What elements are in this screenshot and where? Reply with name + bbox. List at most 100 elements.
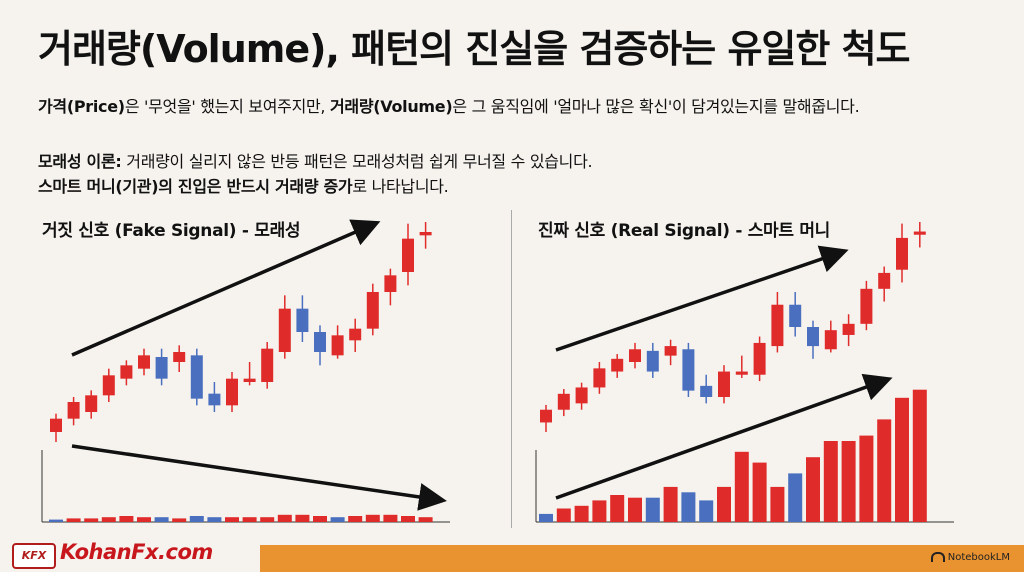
real-signal-chart xyxy=(535,222,954,523)
candle-body xyxy=(789,304,802,327)
candle-body xyxy=(629,349,641,362)
volume-bar xyxy=(119,516,134,522)
volume-bar xyxy=(717,486,731,522)
candle-body xyxy=(138,355,150,369)
volume-bar xyxy=(365,514,380,522)
volume-bar xyxy=(592,500,607,522)
volume-bar xyxy=(101,517,116,522)
page-title: 거래량(Volume), 패턴의 진실을 검증하는 유일한 척도 xyxy=(38,27,910,71)
candle-body xyxy=(896,237,908,270)
theory-label: 모래성 이론: xyxy=(38,152,122,171)
candle-body xyxy=(540,409,552,423)
volume-trend-arrow xyxy=(555,373,893,500)
candle-body xyxy=(753,342,766,375)
candle-body xyxy=(807,327,819,347)
volume-bar xyxy=(207,517,222,522)
candle-body xyxy=(646,350,659,372)
volume-bar xyxy=(788,473,803,522)
volume-bar xyxy=(242,517,257,522)
volume-bar xyxy=(823,441,838,522)
real-signal-title: 진짜 신호 (Real Signal) - 스마트 머니 xyxy=(538,221,831,241)
volume-term: 거래량(Volume) xyxy=(329,97,453,116)
candle-body xyxy=(842,323,855,335)
volume-bar xyxy=(260,517,275,522)
volume-bar xyxy=(734,451,749,522)
volume-bar xyxy=(912,389,927,522)
notebooklm-text: NotebookLM xyxy=(947,552,1010,563)
fake-signal-chart xyxy=(41,219,450,523)
volume-bar xyxy=(610,495,625,522)
candle-body xyxy=(226,378,238,406)
volume-bar xyxy=(154,517,169,522)
volume-bar xyxy=(841,441,856,522)
volume-bar xyxy=(628,497,642,522)
fake-signal-title: 거짓 신호 (Fake Signal) - 모래성 xyxy=(42,221,301,241)
candle-body xyxy=(419,232,432,236)
candle-body xyxy=(296,308,309,332)
candle-body xyxy=(190,355,203,399)
volume-bar xyxy=(225,517,239,522)
candle-body xyxy=(314,332,326,352)
volume-bar xyxy=(895,397,909,522)
smart-money-text: 스마트 머니(기관)의 진입은 반드시 거래량 증가로 나타납니다. xyxy=(38,173,449,197)
candle-body xyxy=(700,385,713,397)
smart-money-bold: 스마트 머니(기관)의 진입은 반드시 거래량 증가 xyxy=(38,177,353,196)
volume-bar xyxy=(418,517,433,522)
candle-body xyxy=(120,365,133,379)
volume-bar xyxy=(401,516,415,522)
volume-bar xyxy=(295,514,310,522)
brand-name: KohanFx.com xyxy=(60,540,213,564)
candle-body xyxy=(718,371,730,397)
volume-bar xyxy=(66,518,81,522)
theory-desc: 거래량이 실리지 않은 반등 패턴은 모래성처럼 쉽게 무너질 수 있습니다. xyxy=(121,152,593,171)
volume-bar xyxy=(383,514,398,522)
volume-trend-arrow xyxy=(71,444,447,511)
volume-bar xyxy=(137,517,151,522)
candle-body xyxy=(611,358,624,372)
candle-body xyxy=(67,402,80,419)
candle-body xyxy=(735,371,748,375)
candle-body xyxy=(278,308,291,352)
volume-bar xyxy=(84,518,99,522)
panel-divider xyxy=(511,210,512,528)
candle-body xyxy=(878,272,891,289)
volume-bar xyxy=(574,505,589,522)
candle-body xyxy=(366,292,379,329)
price-trend-arrow xyxy=(71,219,381,357)
volume-bar xyxy=(313,516,327,522)
candle-body xyxy=(85,395,98,412)
volume-bar xyxy=(348,516,363,522)
candle-body xyxy=(575,387,588,404)
candle-body xyxy=(208,393,221,406)
volume-bar xyxy=(681,492,696,522)
volume-bar xyxy=(189,516,204,522)
intro-text: 가격(Price)은 '무엇을' 했는지 보여주지만, 거래량(Volume)은… xyxy=(38,93,860,117)
candle-body xyxy=(102,375,115,396)
volume-bar xyxy=(49,519,63,522)
candle-body xyxy=(557,393,570,410)
volume-bar xyxy=(645,497,660,522)
volume-bar xyxy=(277,514,292,522)
candle-body xyxy=(331,335,344,356)
volume-bar xyxy=(539,513,553,522)
kfx-badge-icon: KFX xyxy=(12,543,56,569)
notebooklm-icon xyxy=(930,552,945,562)
candle-body xyxy=(173,352,186,362)
candle-body xyxy=(349,328,362,341)
smart-money-rest: 로 나타납니다. xyxy=(352,177,449,196)
candle-body xyxy=(860,288,873,324)
volume-bar xyxy=(752,462,767,522)
volume-bar xyxy=(806,457,820,522)
candle-body xyxy=(50,418,62,432)
candle-body xyxy=(664,346,677,356)
footer-bar xyxy=(230,545,1024,572)
candle-body xyxy=(243,378,256,382)
volume-bar xyxy=(556,508,571,522)
candle-body xyxy=(771,304,784,347)
volume-bar xyxy=(699,500,714,522)
candle-body xyxy=(593,368,606,388)
volume-desc: 은 그 움직임에 '얼마나 많은 확신'이 담겨있는지를 말해줍니다. xyxy=(452,97,860,116)
candle-body xyxy=(155,357,168,379)
candle-body xyxy=(913,231,926,235)
notebooklm-label: NotebookLM xyxy=(930,552,1010,563)
